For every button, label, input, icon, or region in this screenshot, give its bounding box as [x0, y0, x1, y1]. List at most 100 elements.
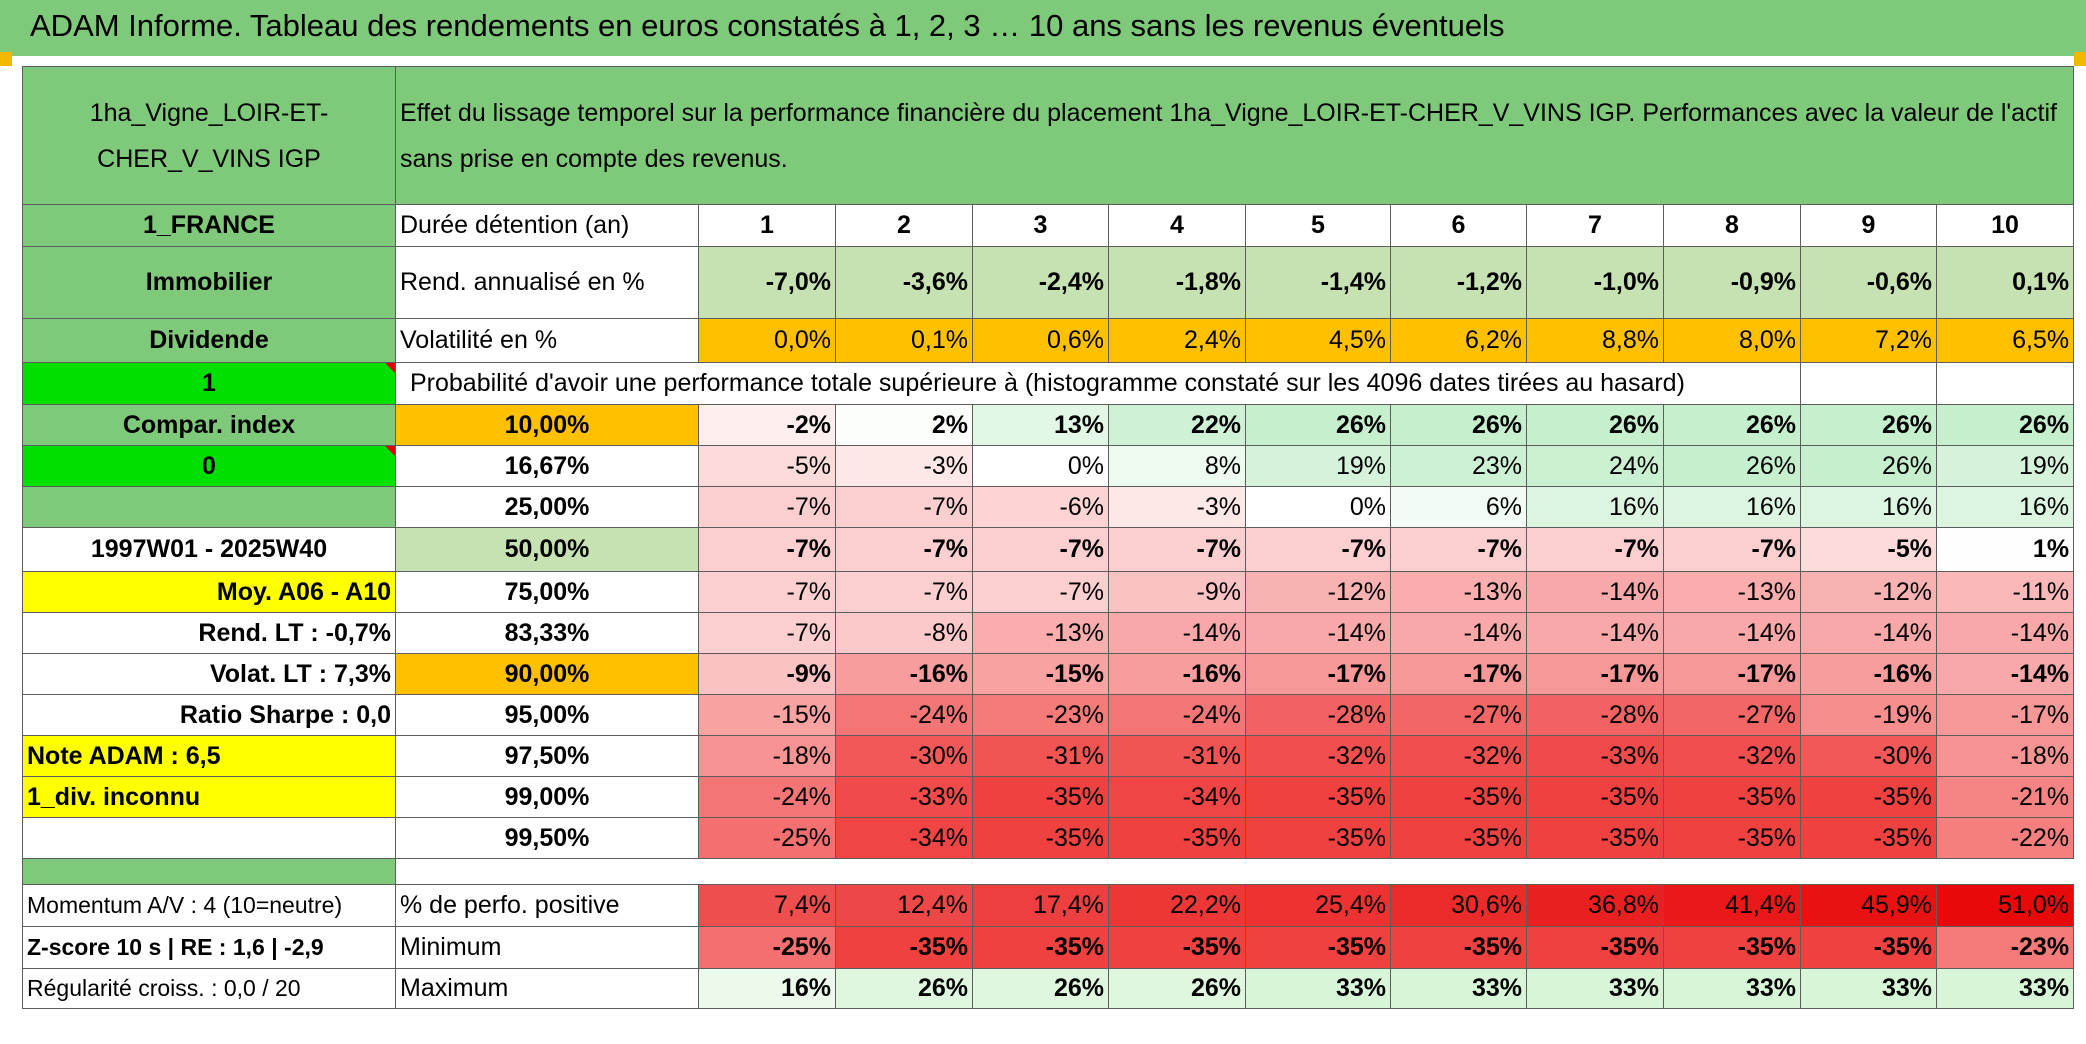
positive-value: 30,6% — [1390, 884, 1527, 927]
spacer-row — [22, 858, 2074, 885]
percentile-value: 26% — [1800, 445, 1937, 487]
percentile-value: -17% — [1245, 653, 1391, 695]
percentile-value: -32% — [1390, 735, 1527, 777]
percentile-value: -23% — [972, 694, 1109, 736]
header-description: Effet du lissage temporel sur la perform… — [394, 66, 2075, 205]
positive-value: 22,2% — [1108, 884, 1246, 927]
percentile-value: -12% — [1800, 571, 1937, 613]
minimum-value: -35% — [1245, 926, 1391, 969]
positive-value: 7,4% — [698, 884, 836, 927]
percentile-value: -27% — [1390, 694, 1527, 736]
report-title: ADAM Informe. Tableau des rendements en … — [30, 8, 1505, 43]
percentile-value: -11% — [1935, 571, 2075, 613]
percentile-value: -18% — [1935, 735, 2075, 777]
percentile-value: 26% — [1390, 404, 1527, 446]
rend-value: -2,4% — [972, 246, 1109, 319]
percentile-value: -16% — [1108, 653, 1246, 695]
percentile-value: 24% — [1526, 445, 1664, 487]
title-banner: ADAM Informe. Tableau des rendements en … — [0, 0, 2086, 56]
percentile-value: -14% — [1390, 612, 1527, 654]
minimum-value: -35% — [1800, 926, 1937, 969]
maximum-row: Régularité croiss. : 0,0 / 20 Maximum 16% 2… — [22, 968, 2075, 1009]
maximum-value: 33% — [1663, 968, 1801, 1009]
volat-value: 8,0% — [1663, 318, 1801, 363]
percentile-value: 16% — [1800, 486, 1937, 528]
percentile-value: -7% — [835, 527, 973, 572]
percentile-label: 99,00% — [395, 776, 699, 818]
percentile-value: -9% — [1108, 571, 1246, 613]
minimum-value: -23% — [1935, 926, 2075, 969]
positive-value: 45,9% — [1800, 884, 1937, 927]
percentile-value: -7% — [698, 571, 836, 613]
percentile-row: Ratio Sharpe : 0,0 95,00% -15% -24% -23% -24%… — [22, 694, 2075, 736]
rend-value: -0,6% — [1800, 246, 1937, 319]
percentile-value: -7% — [1390, 527, 1527, 572]
minimum-row: Z-score 10 s | RE : 1,6 | -2,9 Minimum -25… — [22, 926, 2075, 969]
volat-value: 0,0% — [698, 318, 836, 363]
positive-label: % de perfo. positive — [395, 884, 699, 927]
percentile-value: -7% — [972, 527, 1109, 572]
flag-cell-0: 0 — [22, 445, 396, 487]
period-cell: 1997W01 - 2025W40 — [22, 527, 396, 572]
volat-row: Dividende Volatilité en % 0,0% 0,1% 0,6% 2,… — [22, 318, 2075, 363]
rend-value: -0,9% — [1663, 246, 1801, 319]
maximum-value: 33% — [1800, 968, 1937, 1009]
percentile-value: -5% — [1800, 527, 1937, 572]
year-header: 6 — [1390, 204, 1527, 247]
percentile-value: -14% — [1800, 612, 1937, 654]
volat-value: 0,1% — [835, 318, 973, 363]
percentile-value: -35% — [1526, 817, 1664, 859]
percentile-value: -31% — [1108, 735, 1246, 777]
duree-label: Durée détention (an) — [395, 204, 699, 247]
percentile-value: 26% — [1935, 404, 2075, 446]
percentile-value: -8% — [835, 612, 973, 654]
percentile-value: -27% — [1663, 694, 1801, 736]
percentile-value: -32% — [1663, 735, 1801, 777]
percentile-value: 8% — [1108, 445, 1246, 487]
percentile-value: -3% — [835, 445, 973, 487]
percentile-value: -7% — [1245, 527, 1391, 572]
year-header: 2 — [835, 204, 973, 247]
percentile-value: -33% — [1526, 735, 1664, 777]
percentile-value: -17% — [1935, 694, 2075, 736]
percentile-value: -13% — [1663, 571, 1801, 613]
percentile-value: -13% — [1390, 571, 1527, 613]
percentile-value: -14% — [1245, 612, 1391, 654]
percentile-row: 0 16,67% -5% -3% 0% 8% 19% 23% 24% 26% 26% 19% — [22, 445, 2075, 487]
percentile-value: -16% — [835, 653, 973, 695]
empty-cell — [1935, 362, 2075, 405]
empty-green-cell — [22, 486, 396, 528]
percentile-value: -19% — [1800, 694, 1937, 736]
percentile-value: -31% — [972, 735, 1109, 777]
rend-value: -1,0% — [1526, 246, 1664, 319]
minimum-value: -35% — [1663, 926, 1801, 969]
percentile-value: -30% — [1800, 735, 1937, 777]
volat-value: 2,4% — [1108, 318, 1246, 363]
percentile-value: -3% — [1108, 486, 1246, 528]
maximum-label: Maximum — [395, 968, 699, 1009]
percentile-value: 6% — [1390, 486, 1527, 528]
percentile-row: Volat. LT : 7,3% 90,00% -9% -16% -15% -16% -17… — [22, 653, 2075, 695]
moy-cell: Moy. A06 - A10 — [22, 571, 396, 613]
percentile-value: 22% — [1108, 404, 1246, 446]
volat-value: 4,5% — [1245, 318, 1391, 363]
percentile-label: 25,00% — [395, 486, 699, 528]
maximum-value: 33% — [1245, 968, 1391, 1009]
percentile-value: 26% — [1663, 445, 1801, 487]
year-header: 9 — [1800, 204, 1937, 247]
income-type-cell: Dividende — [22, 318, 396, 363]
year-header: 8 — [1663, 204, 1801, 247]
percentile-value: -24% — [835, 694, 973, 736]
percentile-value: -7% — [1526, 527, 1664, 572]
empty-cell — [1800, 362, 1937, 405]
percentile-label: 75,00% — [395, 571, 699, 613]
maximum-value: 33% — [1390, 968, 1527, 1009]
percentile-label: 50,00% — [395, 527, 699, 572]
maximum-value: 26% — [1108, 968, 1246, 1009]
maximum-value: 26% — [835, 968, 973, 1009]
volat-value: 7,2% — [1800, 318, 1937, 363]
rend-label: Rend. annualisé en % — [395, 246, 699, 319]
percentile-value: -30% — [835, 735, 973, 777]
year-header: 10 — [1935, 204, 2075, 247]
percentile-value: -35% — [1108, 817, 1246, 859]
